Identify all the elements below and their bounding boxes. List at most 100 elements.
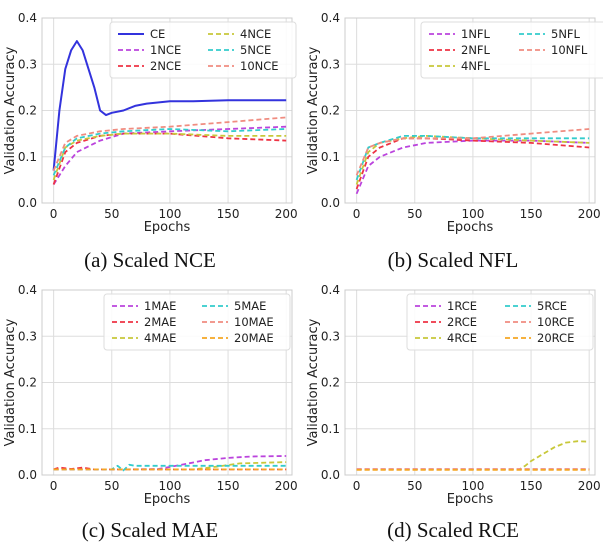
legend-label: 10RCE <box>537 315 574 329</box>
y-tick-label: 0.4 <box>321 11 340 25</box>
x-tick-label: 150 <box>520 207 543 221</box>
x-tick-label: 100 <box>158 207 181 221</box>
y-tick-label: 0.2 <box>18 104 37 118</box>
legend: 1RCE 5RCE 2RCE 10RCE 4RCE 20RCE <box>406 293 594 351</box>
legend-label: 20RCE <box>537 331 574 345</box>
x-tick-label: 100 <box>461 207 484 221</box>
legend-label: 2NFL <box>461 43 491 57</box>
legend-label: 4NFL <box>461 59 491 73</box>
legend-label: 10NCE <box>240 59 279 73</box>
legend-box <box>109 21 297 79</box>
series-line-10NFL <box>355 128 590 176</box>
plot-frame <box>344 17 596 204</box>
plot-frame <box>344 289 596 476</box>
x-tick-label: 50 <box>104 479 119 493</box>
chart-scaled-nfl: 0.0 0.1 0.2 0.3 0.4 0 50 100 150 200 Epochs Validat… <box>303 0 603 240</box>
series-group <box>355 128 590 195</box>
y-tick-label: 0.1 <box>321 422 340 436</box>
x-tick-label: 200 <box>275 207 298 221</box>
x-axis-label: Epochs <box>144 492 191 507</box>
caption-scaled-nfl: (b) Scaled NFL <box>387 248 519 272</box>
y-tick-label: 0.4 <box>18 11 37 25</box>
legend-label: 4NCE <box>240 27 271 41</box>
chart-scaled-mae: 0.0 0.1 0.2 0.3 0.4 0 50 100 150 200 Epochs Validat… <box>0 272 300 512</box>
legend-label: 5RCE <box>537 299 567 313</box>
x-tick-label: 0 <box>50 207 58 221</box>
y-tick-label: 0.2 <box>18 376 37 390</box>
series-line-1NFL <box>355 139 590 195</box>
legend-label: 2RCE <box>447 315 477 329</box>
series-line-5NCE <box>52 128 287 176</box>
y-tick-label: 0.0 <box>18 196 37 210</box>
legend-label: 4RCE <box>447 331 477 345</box>
legend-label: 2MAE <box>144 315 176 329</box>
legend: 1MAE 5MAE 2MAE 10MAE 4MAE 20MAE <box>103 293 291 351</box>
chart-svg: 0.0 0.1 0.2 0.3 0.4 0 50 100 150 200 Epochs Validat… <box>306 11 603 235</box>
chart-svg: 0.0 0.1 0.2 0.3 0.4 0 50 100 150 200 Epochs Validat… <box>306 283 601 507</box>
x-axis-label: Epochs <box>447 220 494 235</box>
y-tick-label: 0.4 <box>18 283 37 297</box>
legend-box <box>420 21 603 79</box>
y-tick-label: 0.2 <box>321 104 340 118</box>
y-tick-label: 0.3 <box>321 57 340 71</box>
x-tick-label: 0 <box>353 207 361 221</box>
y-tick-label: 0.3 <box>321 329 340 343</box>
legend-label: 1MAE <box>144 299 176 313</box>
x-tick-label: 100 <box>461 479 484 493</box>
x-axis-label: Epochs <box>144 220 191 235</box>
x-tick-label: 150 <box>217 207 240 221</box>
x-tick-label: 50 <box>407 479 422 493</box>
legend-box <box>406 293 594 351</box>
legend-label: 4MAE <box>144 331 176 345</box>
y-tick-label: 0.1 <box>18 150 37 164</box>
legend-label: 10NFL <box>551 43 588 57</box>
legend-box <box>103 293 291 351</box>
series-group <box>52 40 287 185</box>
x-tick-label: 0 <box>353 479 361 493</box>
legend-label: 20MAE <box>234 331 274 345</box>
x-tick-label: 50 <box>104 207 119 221</box>
x-tick-label: 200 <box>275 479 298 493</box>
x-tick-label: 50 <box>407 207 422 221</box>
chart-scaled-nce: 0.0 0.1 0.2 0.3 0.4 0 50 100 150 200 Epochs Validat… <box>0 0 300 240</box>
plot-frame <box>41 289 293 476</box>
y-tick-label: 0.2 <box>321 376 340 390</box>
series-line-CE <box>52 40 287 171</box>
x-axis-label: Epochs <box>447 492 494 507</box>
y-tick-label: 0.1 <box>321 150 340 164</box>
chart-scaled-rce: 0.0 0.1 0.2 0.3 0.4 0 50 100 150 200 Epochs Validat… <box>303 272 603 512</box>
x-tick-label: 150 <box>217 479 240 493</box>
y-tick-label: 0.1 <box>18 422 37 436</box>
legend-label: 5MAE <box>234 299 266 313</box>
series-group <box>53 455 287 472</box>
legend-label: 1NFL <box>461 27 491 41</box>
series-line-2NCE <box>52 132 287 185</box>
series-group <box>356 440 590 471</box>
legend: 1NFL 5NFL 2NFL 10NFL 4NFL <box>420 21 603 79</box>
x-tick-label: 100 <box>158 479 181 493</box>
y-tick-label: 0.4 <box>321 283 340 297</box>
legend-label: CE <box>150 27 165 41</box>
legend-label: 10MAE <box>234 315 274 329</box>
y-axis-label: Validation Accuracy <box>306 318 321 446</box>
series-line-10NCE <box>52 116 287 171</box>
y-axis-label: Validation Accuracy <box>3 46 18 174</box>
y-tick-label: 0.0 <box>321 468 340 482</box>
y-tick-label: 0.3 <box>18 329 37 343</box>
series-line-4NFL <box>355 134 590 185</box>
caption-scaled-rce: (d) Scaled RCE <box>387 518 519 542</box>
x-tick-label: 200 <box>578 479 601 493</box>
y-axis-label: Validation Accuracy <box>3 318 18 446</box>
legend-label: 2NCE <box>150 59 181 73</box>
y-tick-label: 0.0 <box>18 468 37 482</box>
caption-scaled-mae: (c) Scaled MAE <box>81 518 219 542</box>
y-axis-label: Validation Accuracy <box>306 46 321 174</box>
legend-label: 1RCE <box>447 299 477 313</box>
series-line-2NFL <box>355 137 590 190</box>
caption-scaled-nce: (a) Scaled NCE <box>84 248 216 272</box>
chart-svg: 0.0 0.1 0.2 0.3 0.4 0 50 100 150 200 Epochs Validat… <box>3 283 298 507</box>
legend: CE 4NCE 1NCE 5NCE 2NCE 10NCE <box>109 21 297 79</box>
legend-label: 1NCE <box>150 43 181 57</box>
chart-svg: 0.0 0.1 0.2 0.3 0.4 0 50 100 150 200 Epochs Validat… <box>3 11 298 235</box>
x-tick-label: 200 <box>578 207 601 221</box>
